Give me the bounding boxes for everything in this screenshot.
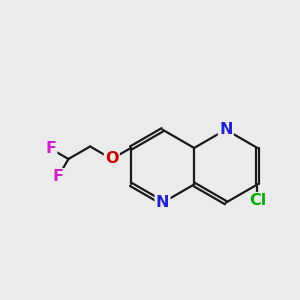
- Text: F: F: [45, 141, 56, 156]
- Text: N: N: [156, 195, 169, 210]
- Text: F: F: [52, 169, 64, 184]
- Text: N: N: [219, 122, 232, 137]
- Text: O: O: [105, 152, 119, 166]
- Text: Cl: Cl: [249, 193, 266, 208]
